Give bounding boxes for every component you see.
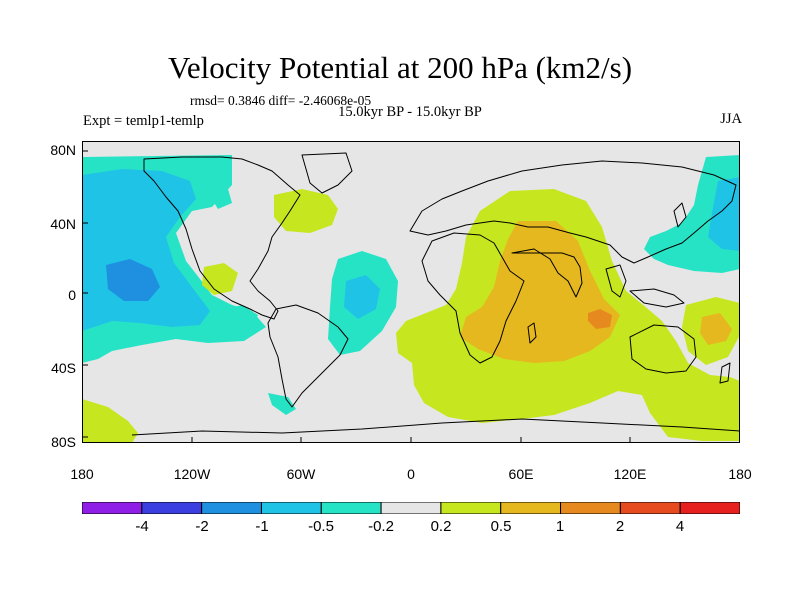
season-label: JJA: [720, 111, 742, 127]
x-label-180w: 180: [70, 466, 94, 482]
period-label: 15.0kyr BP - 15.0kyr BP: [338, 104, 482, 120]
colorbar-label-9: 4: [675, 518, 685, 535]
colorbar-swatch-9: [619, 502, 681, 514]
colorbar-swatch-3: [260, 502, 322, 514]
coastlines: [131, 152, 740, 436]
x-label-120w: 120W: [173, 466, 211, 482]
y-label-40n: 40N: [50, 216, 76, 232]
colorbar-label-1: -2: [195, 518, 209, 535]
colorbar-swatch-10: [679, 502, 740, 514]
contour-wpacific-neg-0-5: [708, 177, 740, 251]
colorbar-label-3: -0.5: [308, 518, 334, 535]
x-label-60w: 60W: [286, 466, 316, 482]
colorbar-label-0: -4: [135, 518, 149, 535]
contour-mexico-neg-0-2: [218, 305, 258, 331]
contour-spacific-pos-0-5: [700, 313, 732, 345]
x-label-120e: 120E: [613, 466, 647, 482]
y-label-80s: 80S: [51, 434, 76, 450]
colorbar-swatch-6: [440, 502, 502, 514]
contour-pacific-neg-1: [106, 259, 160, 301]
colorbar-swatch-0: [82, 502, 143, 514]
x-label-0: 0: [407, 466, 415, 482]
contour-patagonia-neg-0-2: [268, 393, 296, 415]
stats-line: rmsd= 0.3846 diff= -2.46068e-05: [190, 93, 372, 108]
contour-indian-pos-1: [588, 309, 612, 329]
y-label-80n: 80N: [50, 142, 76, 158]
colorbar-swatch-8: [560, 502, 621, 514]
colorbar-swatch-5: [380, 502, 442, 514]
colorbar-label-5: 0.2: [430, 518, 452, 535]
plot-title: Velocity Potential at 200 hPa (km2/s): [167, 50, 633, 85]
colorbar-label-6: 0.5: [490, 518, 512, 535]
x-label-180e: 180: [728, 466, 752, 482]
experiment-label: Expt = temlp1-temlp: [83, 113, 204, 129]
colorbar-label-8: 2: [615, 518, 625, 535]
colorbar-swatch-7: [500, 502, 562, 514]
colorbar-label-2: -1: [255, 518, 269, 535]
y-label-0: 0: [68, 287, 76, 303]
colorbar-label-7: 1: [555, 518, 565, 535]
contour-canada-neg-0-2: [208, 189, 232, 209]
colorbar-label-4: -0.2: [368, 518, 394, 535]
contour-atlantic-neg-0-5: [344, 275, 380, 319]
contour-africa-pos-0-5: [460, 221, 620, 363]
x-label-60e: 60E: [508, 466, 534, 482]
contour-antarctic-pos-0-2: [82, 399, 138, 443]
colorbar: [82, 502, 740, 514]
colorbar-swatch-4: [320, 502, 382, 514]
colorbar-swatch-1: [141, 502, 203, 514]
colorbar-swatch-2: [201, 502, 262, 514]
contour-nwatlantic-pos-0-2: [274, 189, 338, 233]
velocity-potential-map: [82, 141, 740, 443]
y-label-40s: 40S: [51, 360, 76, 376]
contour-npacific-pos-0-2: [202, 263, 238, 295]
